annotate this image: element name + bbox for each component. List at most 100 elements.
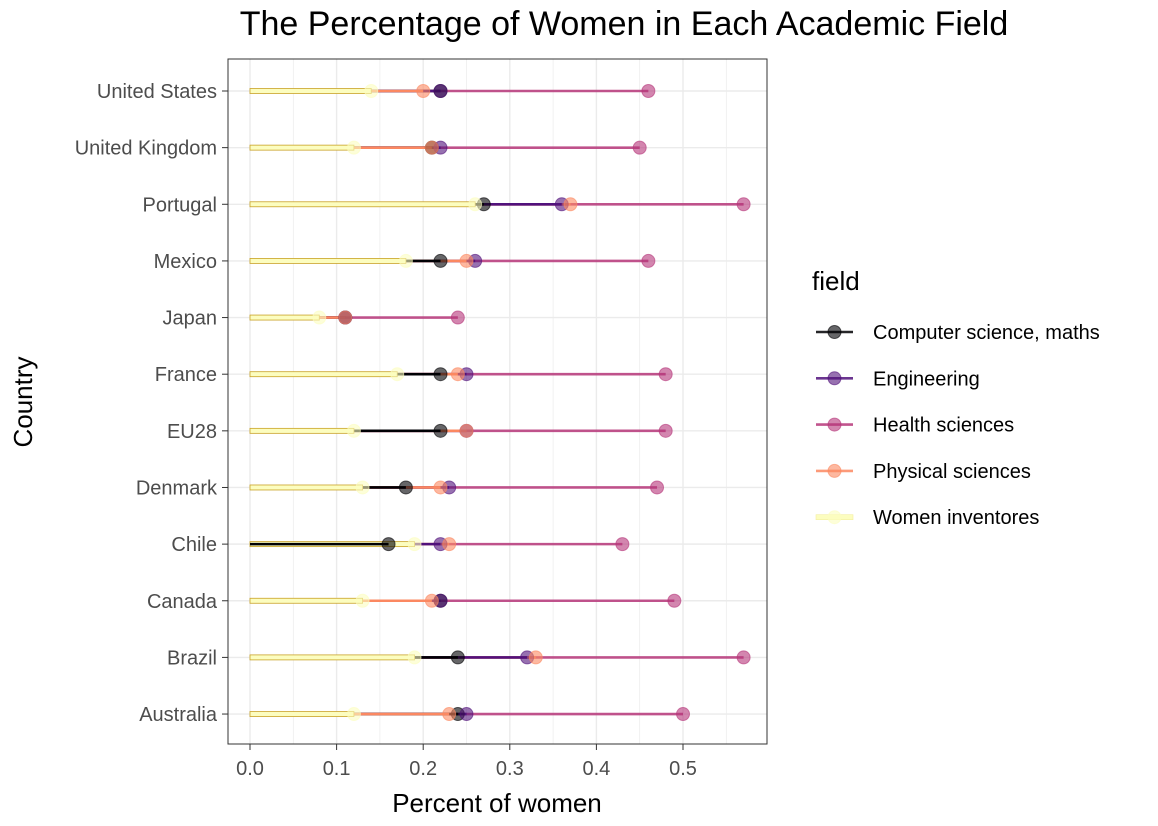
data-point — [632, 140, 647, 155]
x-axis: 0.0 0.1 0.2 0.3 0.4 0.5 — [236, 744, 697, 780]
data-point — [658, 367, 673, 382]
segment — [249, 711, 355, 717]
data-point — [433, 423, 448, 438]
x-tick-label: 0.3 — [496, 758, 524, 780]
y-tick-label: Denmark — [136, 477, 218, 499]
legend-key-point — [827, 510, 842, 525]
chart-title: The Percentage of Women in Each Academic… — [240, 5, 1009, 43]
y-tick-label: Chile — [171, 534, 217, 556]
legend-title: field — [812, 266, 860, 296]
segment — [249, 654, 415, 661]
y-tick-label: Canada — [147, 591, 218, 613]
segments — [249, 88, 744, 717]
legend-key-point — [827, 417, 842, 432]
data-point — [398, 253, 413, 268]
x-tick-label: 0.1 — [323, 758, 351, 780]
data-point — [563, 197, 578, 212]
points — [312, 84, 751, 722]
x-tick-label: 0.0 — [236, 758, 264, 780]
legend-label: Health sciences — [873, 415, 1014, 437]
x-axis-title: Percent of women — [392, 788, 602, 818]
data-point — [442, 537, 457, 552]
legend-item: Women inventores — [815, 507, 1039, 529]
x-tick-label: 0.5 — [669, 758, 697, 780]
data-point — [398, 480, 413, 495]
segment — [249, 144, 355, 151]
segment — [249, 371, 398, 378]
data-point — [658, 423, 673, 438]
y-tick-label: United Kingdom — [75, 138, 217, 160]
y-tick-label: Japan — [163, 308, 218, 330]
data-point — [424, 593, 439, 608]
legend-key-point — [827, 463, 842, 478]
data-point — [433, 253, 448, 268]
segment — [249, 201, 476, 208]
data-point — [459, 253, 474, 268]
data-point — [416, 84, 431, 98]
data-point — [381, 537, 396, 552]
data-point — [650, 480, 665, 495]
legend-label: Computer science, maths — [873, 322, 1100, 344]
data-point — [407, 537, 422, 552]
data-point — [346, 423, 361, 438]
data-point — [346, 707, 361, 722]
data-point — [407, 650, 422, 665]
x-tick-label: 0.4 — [582, 758, 610, 780]
legend-item: Physical sciences — [816, 461, 1031, 483]
data-point — [355, 480, 370, 495]
data-point — [459, 423, 474, 438]
data-point — [433, 367, 448, 382]
segment — [249, 427, 355, 434]
y-axis: United States United Kingdom Portugal Mexic… — [75, 81, 228, 726]
segment — [249, 484, 363, 491]
data-point — [450, 310, 465, 325]
data-point — [346, 140, 361, 155]
y-tick-label: France — [155, 364, 217, 386]
data-point — [450, 367, 465, 382]
legend-key-point — [827, 371, 842, 386]
data-point — [736, 650, 751, 665]
legend-label: Women inventores — [873, 507, 1039, 529]
grid — [228, 59, 767, 744]
data-point — [450, 650, 465, 665]
legend-item: Health sciences — [816, 415, 1014, 437]
data-point — [390, 367, 405, 382]
plot-border — [227, 58, 768, 745]
x-tick-label: 0.2 — [409, 758, 437, 780]
data-point — [424, 140, 439, 155]
y-tick-label: United States — [97, 81, 217, 103]
data-point — [641, 253, 656, 268]
data-point — [364, 84, 379, 98]
data-point — [468, 197, 483, 212]
segment — [249, 258, 407, 264]
data-point — [615, 537, 630, 552]
data-point — [433, 84, 448, 98]
legend-key-point — [827, 325, 842, 339]
legend-item: Engineering — [816, 368, 980, 390]
y-axis-title: Country — [8, 356, 38, 447]
data-point — [459, 707, 474, 722]
data-point — [338, 310, 353, 325]
data-point — [433, 480, 448, 495]
y-tick-label: EU28 — [167, 421, 217, 443]
segment — [249, 314, 320, 321]
legend-label: Engineering — [873, 368, 980, 390]
data-point — [667, 593, 682, 608]
data-point — [442, 707, 457, 722]
y-tick-label: Australia — [139, 704, 218, 726]
y-tick-label: Portugal — [143, 194, 218, 216]
series-layer — [249, 84, 751, 722]
segment — [249, 597, 363, 604]
data-point — [312, 310, 327, 325]
segment — [249, 88, 372, 94]
data-point — [528, 650, 543, 665]
legend: field Computer science, maths Engineering… — [812, 266, 1100, 529]
legend-item: Computer science, maths — [816, 322, 1100, 344]
y-tick-label: Mexico — [154, 251, 217, 273]
legend-label: Physical sciences — [873, 461, 1031, 483]
data-point — [641, 84, 656, 98]
data-point — [355, 593, 370, 608]
y-tick-label: Brazil — [167, 647, 217, 669]
data-point — [676, 707, 690, 722]
